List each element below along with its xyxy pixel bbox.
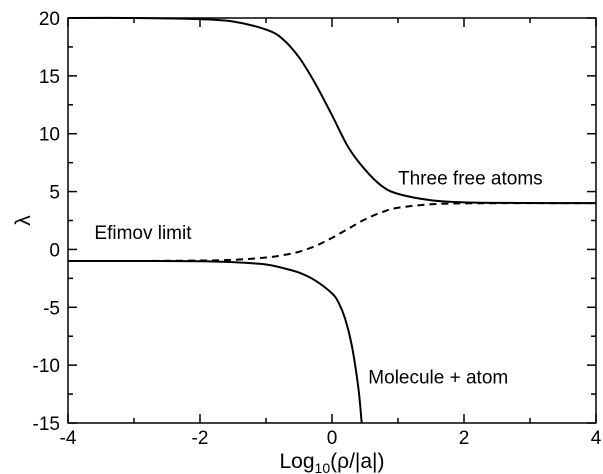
series-layer [67, 16, 597, 424]
x-axis-label-subscript: 10 [315, 460, 331, 474]
ticks-layer: -4 -2 0 2 4 20 15 10 5 0 -5 -10 -15 [33, 9, 602, 449]
y-tick-label: -10 [33, 356, 60, 377]
y-tick-label: 10 [39, 125, 60, 146]
y-tick-label: 0 [49, 240, 60, 261]
x-axis-label-rest: (ρ/|a|) [330, 450, 384, 473]
x-axis-label-main: Log [280, 450, 315, 473]
y-axis-label: λ [12, 215, 35, 226]
series-line-1 [67, 16, 597, 205]
y-tick-label: 20 [39, 9, 60, 30]
series-line-3 [67, 259, 363, 424]
y-tick-label: 15 [39, 67, 60, 88]
x-tick-label: -4 [60, 428, 77, 449]
series-line-2 [67, 202, 597, 263]
x-axis-label: Log10(ρ/|a|) [280, 450, 385, 474]
x-tick-label: 0 [327, 428, 338, 449]
x-tick-label: -2 [192, 428, 209, 449]
annotations-layer: Three free atoms Efimov limit Molecule + a… [94, 169, 542, 389]
y-tick-label: -15 [33, 414, 60, 435]
y-tick-label: -5 [43, 298, 60, 319]
plot-frame [67, 17, 597, 424]
annotation-label: Molecule + atom [368, 368, 508, 389]
annotation-label: Efimov limit [94, 223, 192, 244]
annotation-label: Three free atoms [398, 169, 543, 190]
x-tick-label: 4 [591, 428, 602, 449]
y-tick-label: 5 [49, 183, 60, 204]
x-tick-label: 2 [459, 428, 470, 449]
